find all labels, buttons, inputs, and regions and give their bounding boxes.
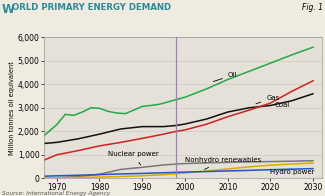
- Text: Coal: Coal: [275, 97, 290, 108]
- Text: Gas: Gas: [256, 95, 280, 104]
- Text: ORLD PRIMARY ENERGY DEMAND: ORLD PRIMARY ENERGY DEMAND: [12, 3, 172, 12]
- Text: Oil: Oil: [213, 72, 237, 82]
- Y-axis label: Million tonnes oil equivalent: Million tonnes oil equivalent: [9, 61, 15, 155]
- Text: Hydro power: Hydro power: [270, 169, 315, 175]
- Text: Nuclear power: Nuclear power: [108, 151, 159, 165]
- Text: Source: International Energy Agency: Source: International Energy Agency: [2, 191, 110, 196]
- Text: Nonhydro renewables: Nonhydro renewables: [185, 157, 261, 169]
- Text: Fig. 1: Fig. 1: [302, 3, 323, 12]
- Text: W: W: [2, 3, 15, 16]
